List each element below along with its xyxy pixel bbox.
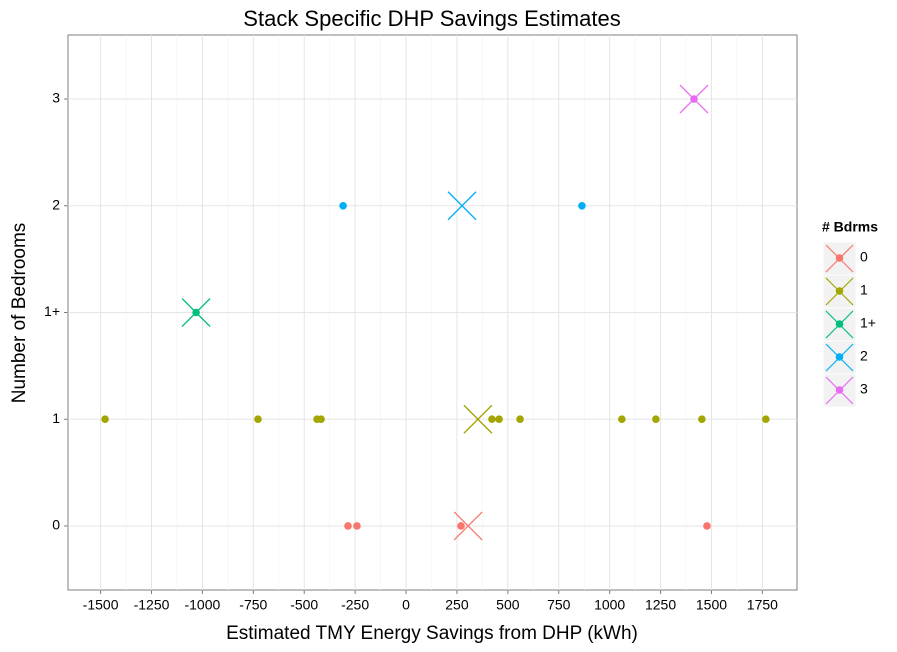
x-tick-label: -1500 xyxy=(83,597,119,613)
point xyxy=(516,415,524,424)
x-tick-label: -1000 xyxy=(184,597,220,613)
mean-marker xyxy=(181,298,211,327)
legend-label: 3 xyxy=(860,381,868,397)
point xyxy=(495,415,503,424)
point xyxy=(578,201,586,210)
point xyxy=(101,415,109,424)
point xyxy=(353,522,361,530)
legend-point xyxy=(835,320,844,328)
point xyxy=(698,415,706,424)
x-tick-label: -250 xyxy=(341,597,369,613)
legend-label: 2 xyxy=(860,348,868,364)
point xyxy=(652,415,660,424)
mean-marker xyxy=(463,404,493,434)
point xyxy=(618,415,626,424)
chart-title: Stack Specific DHP Savings Estimates xyxy=(243,6,620,31)
x-tick-label: 0 xyxy=(402,597,410,613)
point xyxy=(703,522,711,530)
cross xyxy=(447,191,477,221)
x-tick-label: -500 xyxy=(290,597,318,613)
cross xyxy=(463,404,493,434)
x-tick-label: 250 xyxy=(445,597,469,613)
y-tick-label: 0 xyxy=(52,517,60,533)
point xyxy=(488,415,496,424)
x-tick-label: 1000 xyxy=(594,597,625,613)
legend-label: 0 xyxy=(860,249,868,265)
point xyxy=(457,522,465,530)
legend-point xyxy=(835,287,844,295)
legend-title: # Bdrms xyxy=(822,219,878,235)
x-tick-label: -1250 xyxy=(134,597,170,613)
y-tick-label: 2 xyxy=(52,196,60,212)
point xyxy=(339,201,347,210)
x-tick-label: 1750 xyxy=(747,597,778,613)
x-axis-title: Estimated TMY Energy Savings from DHP (k… xyxy=(226,623,638,644)
x-tick-label: 750 xyxy=(547,597,571,613)
y-axis-title: Number of Bedrooms xyxy=(9,223,30,404)
legend-point xyxy=(835,353,844,361)
x-tick-label: 1500 xyxy=(696,597,727,613)
cross xyxy=(453,511,483,541)
legend-point xyxy=(835,386,844,394)
y-tick-label: 1 xyxy=(52,410,60,426)
point xyxy=(254,415,262,424)
x-tick-label: 500 xyxy=(496,597,520,613)
legend-label: 1 xyxy=(860,282,868,298)
point xyxy=(344,522,352,530)
cross xyxy=(181,298,211,327)
legend-point xyxy=(835,254,844,262)
point xyxy=(762,415,770,424)
legend-label: 1+ xyxy=(860,315,876,331)
cross xyxy=(679,84,709,114)
x-tick-label: -750 xyxy=(239,597,267,613)
mean-marker xyxy=(679,84,709,114)
x-tick-label: 1250 xyxy=(645,597,676,613)
mean-marker xyxy=(453,511,483,541)
point xyxy=(317,415,325,424)
y-tick-label: 3 xyxy=(52,90,60,106)
y-tick-label: 1+ xyxy=(44,303,60,319)
grid xyxy=(68,35,797,590)
mean-marker xyxy=(447,191,477,221)
